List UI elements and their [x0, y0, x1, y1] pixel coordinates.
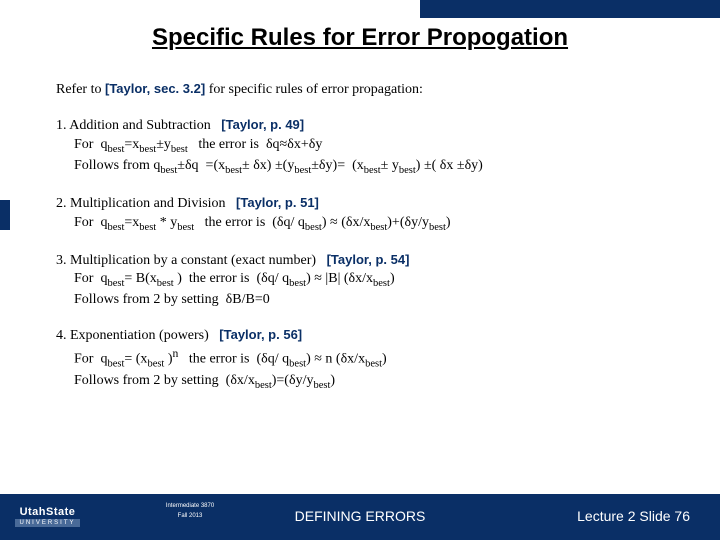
footer-bar: UtahState UNIVERSITY Intermediate 3870 F…: [0, 494, 720, 540]
rule-follow-line: Follows from 2 by setting δB/B=0: [56, 291, 676, 310]
rule-number: 4.: [56, 328, 67, 343]
rule-block: 1. Addition and Subtraction [Taylor, p. …: [56, 116, 676, 178]
rule-for-line: For qbest= B(xbest ) the error is (δq/ q…: [56, 270, 676, 291]
slide-content: Refer to [Taylor, sec. 3.2] for specific…: [56, 80, 676, 393]
rule-reference: [Taylor, p. 56]: [219, 327, 302, 342]
slide: Specific Rules for Error Propogation Ref…: [0, 0, 720, 540]
rule-follow-line: Follows from qbest±δq =(xbest± δx) ±(ybe…: [56, 157, 676, 178]
rule-name: Addition and Subtraction: [69, 118, 211, 133]
intro-prefix: Refer to: [56, 82, 105, 97]
rule-reference: [Taylor, p. 54]: [327, 252, 410, 267]
rule-block: 3. Multiplication by a constant (exact n…: [56, 251, 676, 311]
rule-block: 2. Multiplication and Division [Taylor, …: [56, 194, 676, 235]
rule-heading: 4. Exponentiation (powers) [Taylor, p. 5…: [56, 326, 676, 346]
intro-suffix: for specific rules of error propagation:: [209, 82, 423, 97]
rule-name: Exponentiation (powers): [70, 328, 209, 343]
rule-follow-line: Follows from 2 by setting (δx/xbest)=(δy…: [56, 372, 676, 393]
intro-line: Refer to [Taylor, sec. 3.2] for specific…: [56, 80, 676, 100]
rule-for-line: For qbest=xbest±ybest the error is δq≈δx…: [56, 136, 676, 157]
rule-reference: [Taylor, p. 51]: [236, 195, 319, 210]
top-accent-bar: [420, 0, 720, 18]
rule-heading: 1. Addition and Subtraction [Taylor, p. …: [56, 116, 676, 136]
rule-heading: 2. Multiplication and Division [Taylor, …: [56, 194, 676, 214]
rule-number: 2.: [56, 196, 67, 211]
rule-for-line: For qbest=xbest * ybest the error is (δq…: [56, 214, 676, 235]
rule-block: 4. Exponentiation (powers) [Taylor, p. 5…: [56, 326, 676, 392]
rule-name: Multiplication and Division: [70, 196, 226, 211]
rule-heading: 3. Multiplication by a constant (exact n…: [56, 251, 676, 271]
intro-reference: [Taylor, sec. 3.2]: [105, 81, 205, 96]
slide-title: Specific Rules for Error Propogation: [0, 24, 720, 52]
rule-reference: [Taylor, p. 49]: [221, 117, 304, 132]
rule-number: 1.: [56, 118, 67, 133]
footer-slide-number: Lecture 2 Slide 76: [577, 508, 690, 524]
rule-name: Multiplication by a constant (exact numb…: [70, 253, 316, 268]
rule-for-line: For qbest= (xbest )n the error is (δq/ q…: [56, 346, 676, 372]
left-accent-bar: [0, 200, 10, 230]
rule-number: 3.: [56, 253, 67, 268]
